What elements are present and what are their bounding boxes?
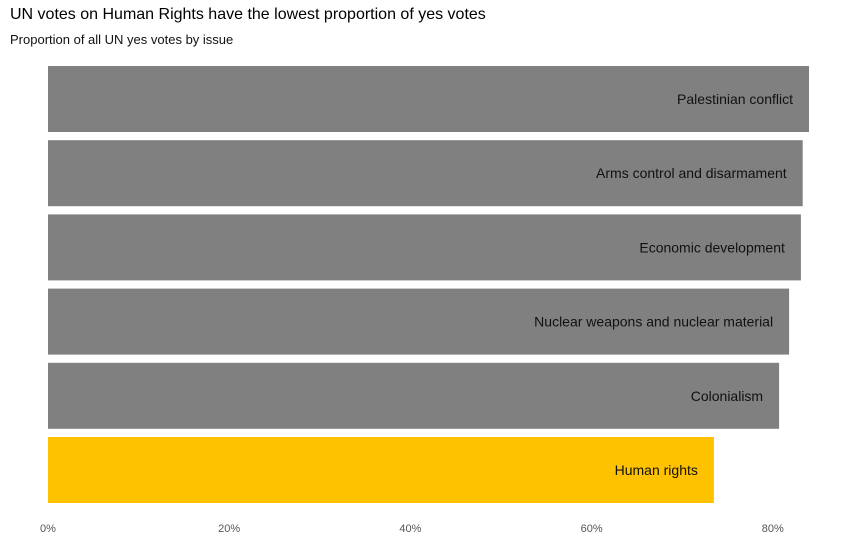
x-tick-label: 60%: [581, 523, 603, 535]
bar-label: Economic development: [639, 239, 785, 255]
bar-label: Palestinian conflict: [677, 91, 793, 107]
bar-arms-control-and-disarmament: [48, 140, 803, 207]
bar-colonialism: [48, 362, 780, 429]
bar-label: Human rights: [615, 462, 698, 478]
chart-title: UN votes on Human Rights have the lowest…: [10, 6, 486, 23]
x-tick-label: 40%: [399, 523, 421, 535]
bar-label: Arms control and disarmament: [596, 165, 787, 181]
bar-nuclear-weapons-and-nuclear-material: [48, 288, 790, 355]
x-tick-label: 80%: [762, 523, 784, 535]
bar-economic-development: [48, 214, 801, 281]
chart-subtitle: Proportion of all UN yes votes by issue: [10, 32, 234, 47]
bar-human-rights: [48, 437, 714, 503]
bar-label: Nuclear weapons and nuclear material: [534, 314, 773, 330]
x-tick-label: 20%: [218, 523, 240, 535]
bar-palestinian-conflict: [48, 66, 809, 132]
bar-label: Colonialism: [691, 388, 763, 404]
x-tick-label: 0%: [40, 523, 56, 535]
